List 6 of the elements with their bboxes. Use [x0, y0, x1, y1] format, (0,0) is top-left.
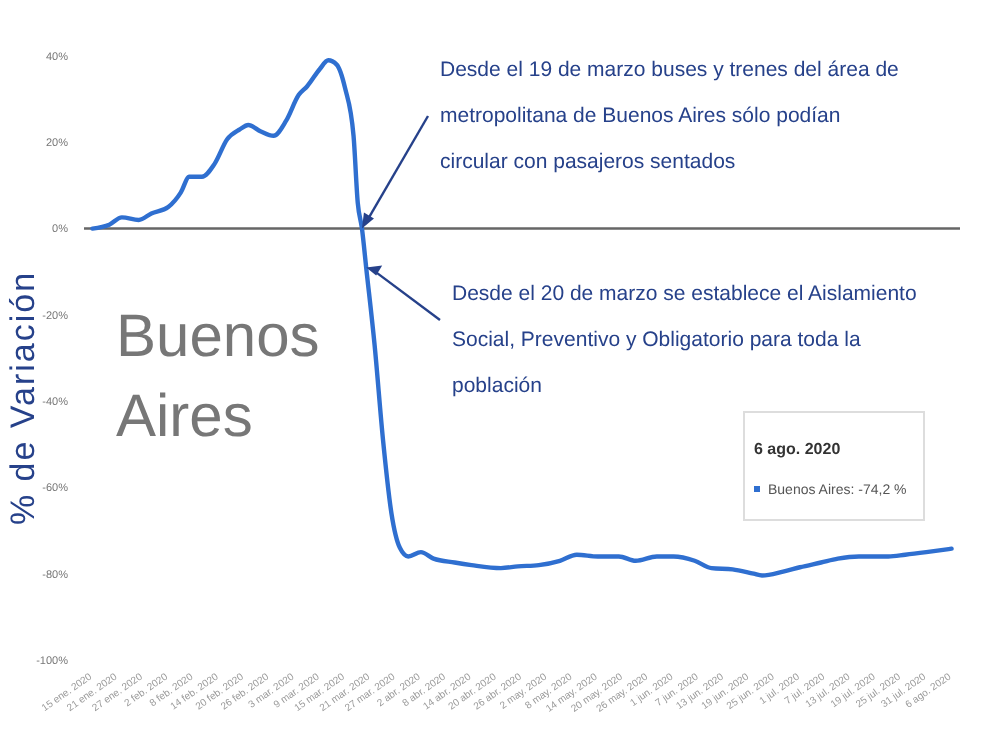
series-label: Buenos Aires	[116, 304, 320, 450]
y-axis-title: % de Variación	[4, 270, 42, 526]
annotation: 6 ago. 2020	[754, 440, 842, 458]
line-series	[90, 58, 954, 578]
annotation: Desde el 19 de marzo buses y trenes del área de metropolitana de Buenos Aires sólo podían circular con pasajeros sentados	[440, 56, 901, 178]
annotation: Desde el 20 de marzo se establece el Aislamiento Social, Preventivo y Obligatorio para toda la población	[452, 280, 919, 402]
